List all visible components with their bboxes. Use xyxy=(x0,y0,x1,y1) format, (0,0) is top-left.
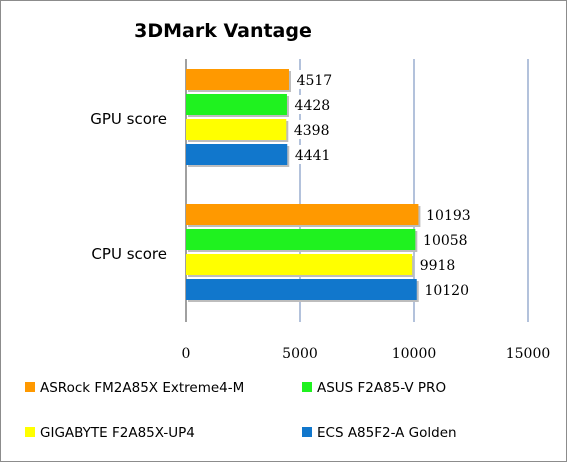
bar xyxy=(186,69,289,90)
data-label: 9918 xyxy=(420,258,456,274)
data-label: 4428 xyxy=(295,98,331,114)
plot-area: GPU score 4517 4428 4398 4441 CPU score 10193 1… xyxy=(90,59,550,362)
legend: ASRock FM2A85X Extreme4-M ASUS F2A85-V PR… xyxy=(25,380,457,441)
data-label-box xyxy=(415,255,460,274)
data-label-box xyxy=(421,205,476,224)
legend-label: ASUS F2A85-V PRO xyxy=(317,380,446,396)
data-label-box xyxy=(419,280,474,299)
data-label: 10193 xyxy=(426,208,471,224)
legend-label: ASRock FM2A85X Extreme4-M xyxy=(40,380,244,396)
bar xyxy=(186,94,287,115)
data-label-box xyxy=(289,120,335,139)
bar xyxy=(186,119,287,140)
data-label-box xyxy=(290,145,336,164)
data-label: 10120 xyxy=(424,283,469,299)
x-tick-label: 5000 xyxy=(282,346,318,362)
chart-title: 3DMark Vantage xyxy=(134,20,312,42)
legend-label: GIGABYTE F2A85X-UP4 xyxy=(40,425,195,441)
data-label-box xyxy=(291,70,337,89)
bar xyxy=(186,279,417,300)
category-label: CPU score xyxy=(91,245,167,263)
data-label: 10058 xyxy=(423,233,468,249)
x-tick-label: 15000 xyxy=(506,346,551,362)
bar xyxy=(186,254,413,275)
data-label-box xyxy=(418,230,473,249)
bar xyxy=(186,144,288,165)
legend-swatch xyxy=(25,382,35,392)
data-label: 4398 xyxy=(294,123,330,139)
data-label: 4441 xyxy=(295,148,331,164)
category-label: GPU score xyxy=(90,110,167,128)
x-tick-label: 0 xyxy=(182,346,191,362)
legend-swatch xyxy=(25,427,35,437)
legend-swatch xyxy=(302,382,312,392)
data-label-box xyxy=(289,95,335,114)
legend-swatch xyxy=(302,427,312,437)
bar xyxy=(186,204,419,225)
legend-label: ECS A85F2-A Golden xyxy=(317,425,457,441)
data-label: 4517 xyxy=(297,73,333,89)
bar xyxy=(186,229,416,250)
x-tick-label: 10000 xyxy=(392,346,437,362)
